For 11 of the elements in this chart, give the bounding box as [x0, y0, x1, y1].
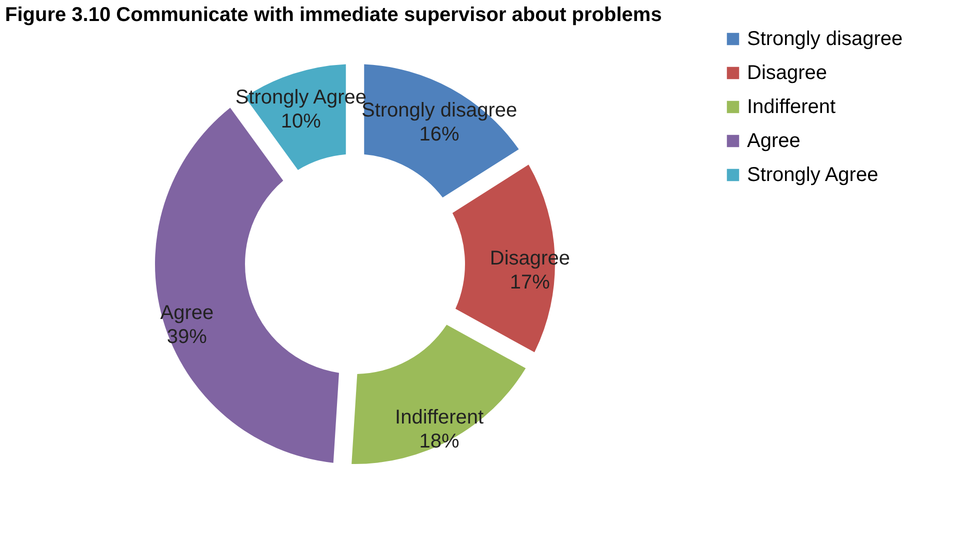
legend-label: Strongly Agree [747, 164, 878, 186]
slice-label: Indifferent [395, 406, 484, 428]
legend-label: Disagree [747, 62, 828, 84]
legend-label: Indifferent [747, 96, 836, 118]
legend-label: Agree [747, 130, 800, 152]
data-label: 10% [280, 110, 322, 133]
data-label: 16% [419, 124, 460, 146]
data-label: 17% [510, 272, 550, 294]
legend-label: Strongly disagree [747, 28, 903, 50]
data-label: 39% [166, 326, 208, 348]
chart-title: Figure 3.10 Communicate with immediate supervisor about problems [5, 4, 662, 26]
